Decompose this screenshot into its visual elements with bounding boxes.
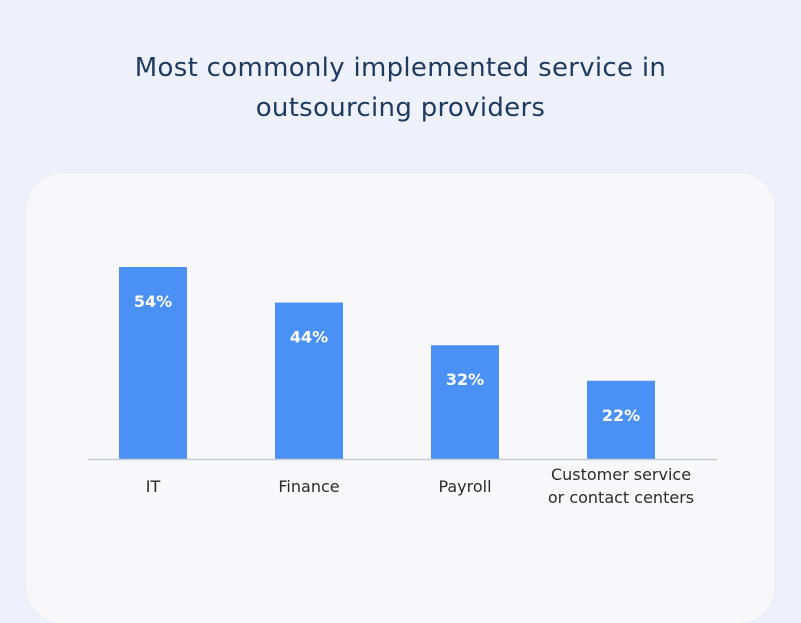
bar-4 xyxy=(587,380,655,459)
category-label-2-line-1: Finance xyxy=(278,477,339,496)
bar-value-label-4: 22% xyxy=(602,406,640,425)
bar-value-label-2: 44% xyxy=(290,328,328,347)
category-label-4-line-2: or contact centers xyxy=(548,488,694,507)
bar-value-label-1: 54% xyxy=(134,292,172,311)
category-label-1-line-1: IT xyxy=(146,477,161,496)
chart-title: Most commonly implemented service in out… xyxy=(0,48,801,128)
bar-2 xyxy=(275,302,343,459)
category-label-4-line-1: Customer service xyxy=(551,465,691,484)
category-label-4: Customer service or contact centers xyxy=(548,465,694,507)
bar-1 xyxy=(119,267,187,459)
category-label-1: IT xyxy=(146,477,161,496)
bar-chart: 54% IT 44% Finance 32% Payroll 22% Customer ser… xyxy=(88,267,717,507)
category-label-3: Payroll xyxy=(438,477,491,496)
category-label-2: Finance xyxy=(278,477,339,496)
bar-value-label-3: 32% xyxy=(446,370,484,389)
bar-3 xyxy=(431,345,499,459)
chart-title-line-1: Most commonly implemented service in xyxy=(134,53,667,83)
category-label-3-line-1: Payroll xyxy=(438,477,491,496)
chart-title-line-2: outsourcing providers xyxy=(255,93,546,123)
